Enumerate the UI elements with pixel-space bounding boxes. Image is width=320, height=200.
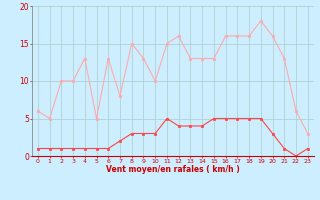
- X-axis label: Vent moyen/en rafales ( km/h ): Vent moyen/en rafales ( km/h ): [106, 165, 240, 174]
